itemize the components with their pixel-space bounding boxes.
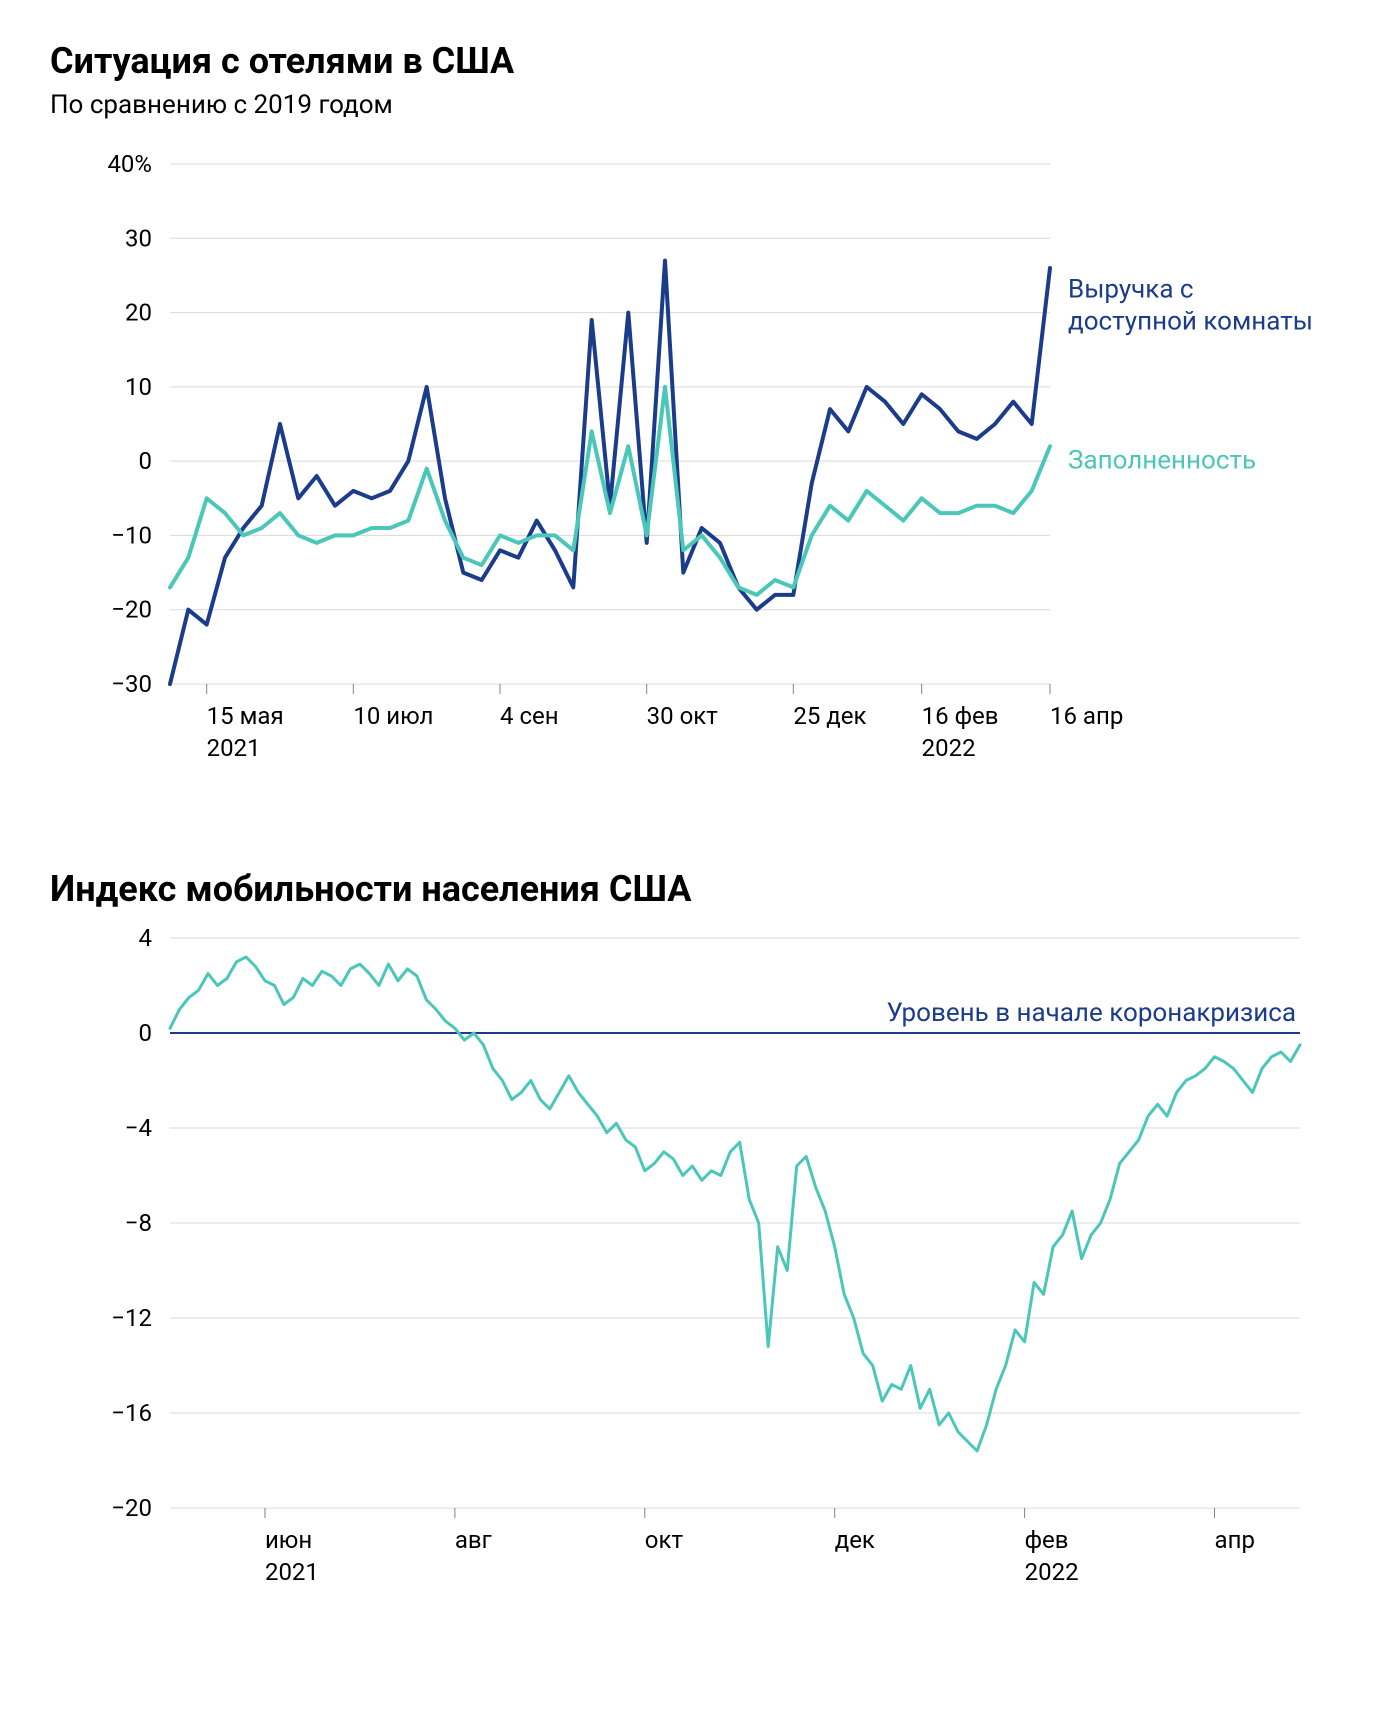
svg-text:20: 20 bbox=[125, 299, 152, 327]
series-label: Заполненность bbox=[1068, 446, 1256, 476]
svg-text:−10: −10 bbox=[111, 521, 152, 549]
svg-text:авг: авг bbox=[455, 1526, 492, 1554]
svg-text:−30: −30 bbox=[111, 670, 152, 698]
svg-text:10 июл: 10 июл bbox=[353, 702, 433, 730]
series-label: доступной комнаты bbox=[1068, 307, 1313, 337]
svg-text:апр: апр bbox=[1215, 1526, 1255, 1554]
svg-text:дек: дек bbox=[835, 1526, 875, 1554]
svg-text:2022: 2022 bbox=[922, 734, 976, 762]
page: Ситуация с отелями в США По сравнению с … bbox=[0, 0, 1400, 1672]
svg-text:−4: −4 bbox=[125, 1114, 152, 1142]
hotels-chart-title: Ситуация с отелями в США bbox=[50, 40, 1350, 82]
svg-text:0: 0 bbox=[139, 1019, 153, 1047]
svg-text:4 сен: 4 сен bbox=[500, 702, 559, 730]
mobility-chart-title: Индекс мобильности населения США bbox=[50, 868, 1350, 910]
svg-text:2021: 2021 bbox=[265, 1558, 319, 1586]
svg-text:25 дек: 25 дек bbox=[793, 702, 866, 730]
svg-text:0: 0 bbox=[139, 447, 153, 475]
hotels-chart-svg: 40% 30 20 10 0 −10 −20 −30 15 мая 2021 10 июл 4 сен… bbox=[50, 144, 1350, 784]
svg-text:фев: фев bbox=[1025, 1526, 1069, 1554]
svg-text:30 окт: 30 окт bbox=[647, 702, 719, 730]
hotels-chart-subtitle: По сравнению с 2019 годом bbox=[50, 90, 1350, 120]
mobility-chart-svg: 4 0 −4 −8 −12 −16 −20 Уровень в начале коронакр… bbox=[50, 918, 1350, 1608]
svg-text:40%: 40% bbox=[107, 150, 152, 178]
svg-text:16 апр: 16 апр bbox=[1050, 702, 1123, 730]
mobility-chart-block: Индекс мобильности населения США 4 0 −4 −8 −… bbox=[50, 868, 1350, 1612]
svg-text:июн: июн bbox=[265, 1526, 312, 1554]
svg-text:−16: −16 bbox=[111, 1399, 152, 1427]
svg-text:−20: −20 bbox=[111, 1494, 152, 1522]
svg-text:−20: −20 bbox=[111, 596, 152, 624]
svg-text:4: 4 bbox=[139, 924, 153, 952]
svg-text:окт: окт bbox=[645, 1526, 684, 1554]
svg-text:30: 30 bbox=[125, 224, 152, 252]
svg-text:15 мая: 15 мая bbox=[207, 702, 284, 730]
reference-line-label: Уровень в начале коронакризиса bbox=[887, 998, 1297, 1028]
svg-text:10: 10 bbox=[125, 373, 152, 401]
svg-text:16 фев: 16 фев bbox=[922, 702, 999, 730]
hotels-chart-block: Ситуация с отелями в США По сравнению с … bbox=[50, 40, 1350, 788]
svg-text:2022: 2022 bbox=[1025, 1558, 1079, 1586]
svg-text:2021: 2021 bbox=[207, 734, 261, 762]
svg-text:−8: −8 bbox=[125, 1209, 152, 1237]
svg-text:−12: −12 bbox=[111, 1304, 152, 1332]
series-label: Выручка с bbox=[1068, 275, 1194, 305]
